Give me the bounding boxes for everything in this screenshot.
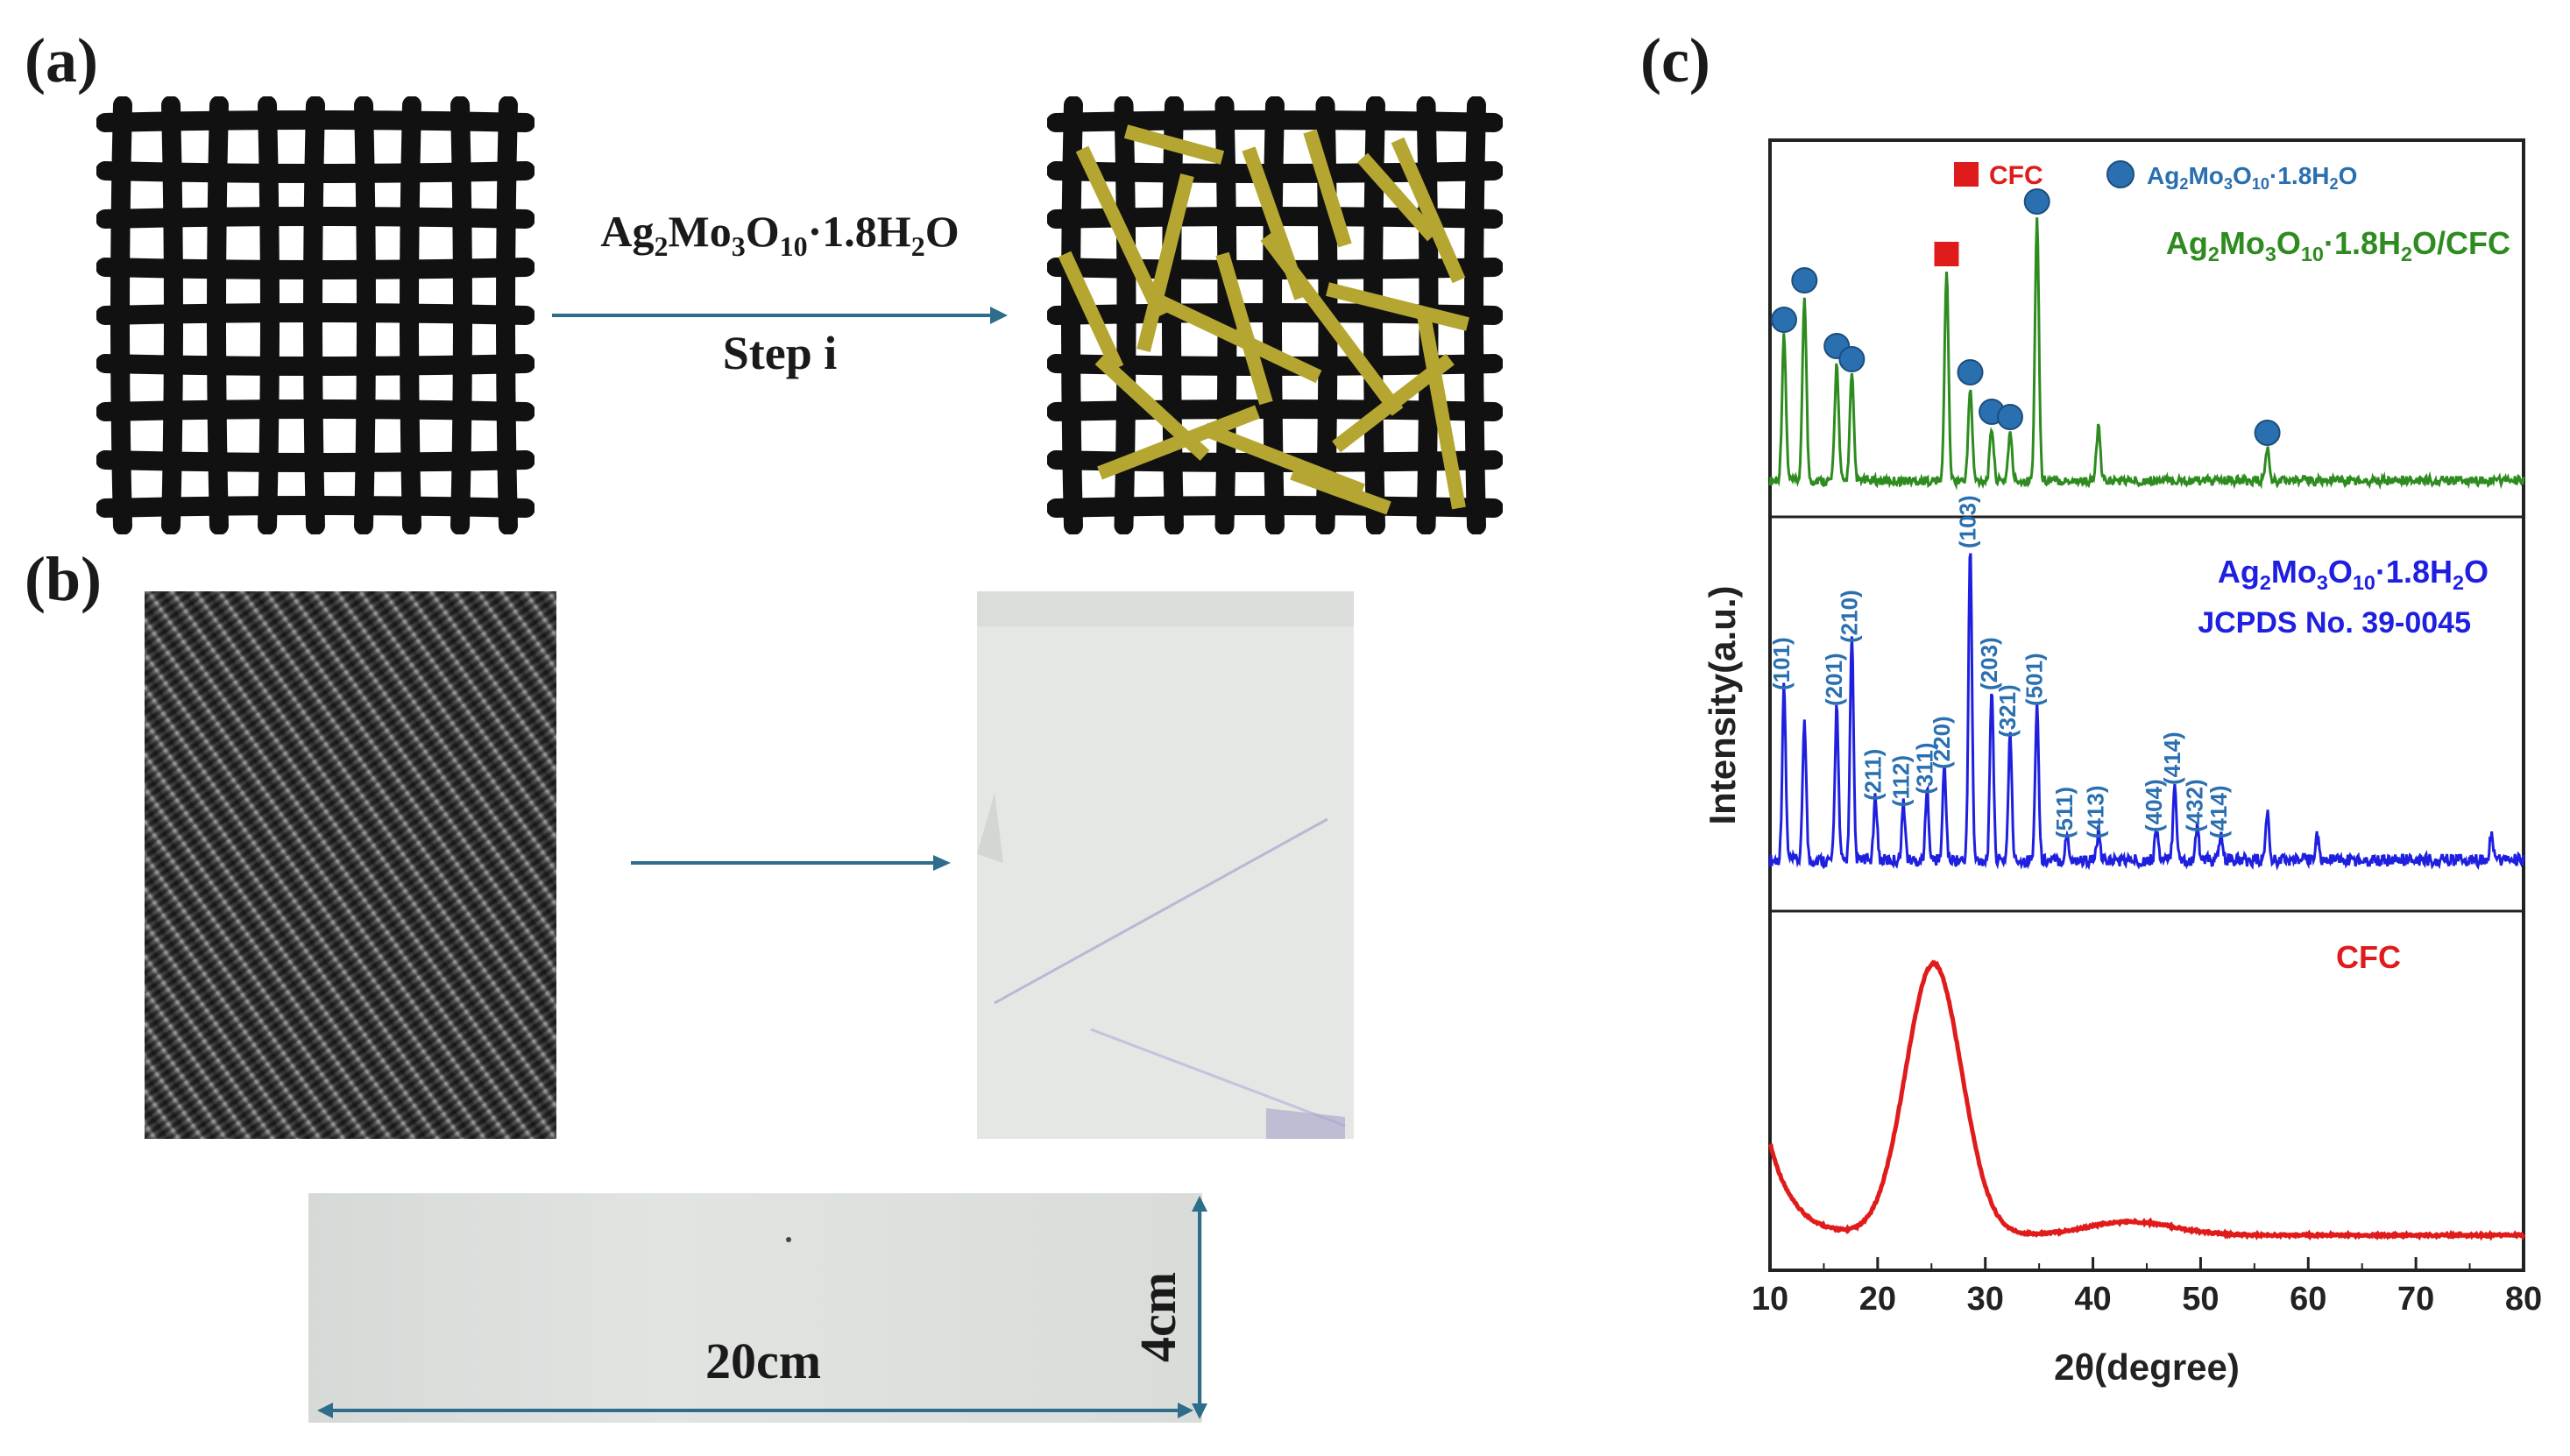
dimension-arrow-width: [317, 1403, 1193, 1418]
middle-series-label-2: JCPDS No. 39-0045: [2198, 606, 2471, 640]
bottom-series-label: CFC: [2336, 939, 2401, 975]
peak-index-label: (414): [2205, 785, 2232, 838]
y-axis-label: Intensity(a.u.): [1702, 585, 1743, 824]
carbon-fiber-cloth-photo: [145, 591, 556, 1139]
nanorod: [1326, 282, 1469, 331]
nanorod: [1260, 232, 1404, 416]
x-tick-label: 10: [1752, 1281, 1788, 1318]
dimension-arrow-height: [1192, 1196, 1207, 1419]
height-label: 4cm: [1129, 1271, 1187, 1363]
peak-index-label: (311): [1911, 743, 1937, 795]
legend-cfc-swatch: [1954, 162, 1979, 187]
synthesis-arrow: [552, 298, 1008, 333]
photo-arrow: [631, 855, 951, 871]
x-tick-label: 40: [2074, 1281, 2111, 1318]
coated-cloth-grid-icon: [1047, 96, 1503, 534]
plot-frame: [1768, 138, 2525, 1272]
large-sample-photo: [308, 1193, 1202, 1423]
x-tick-label: 20: [1859, 1281, 1896, 1318]
agmo-peak-marker: [1791, 267, 1818, 293]
nanorod: [1290, 466, 1391, 515]
peak-index-label: (413): [2083, 785, 2109, 838]
peak-index-label: (511): [2051, 787, 2078, 838]
peak-index-label: (404): [2141, 779, 2167, 832]
series-composite-line: [1768, 217, 2525, 491]
nanorod: [1391, 137, 1466, 284]
cfc-peak-marker: [1934, 242, 1959, 266]
peak-index-label: (414): [2159, 732, 2185, 785]
peak-index-label: (321): [1994, 684, 2021, 738]
nanorod: [1303, 129, 1352, 248]
x-axis-label: 2θ(degree): [2054, 1346, 2240, 1388]
agmo-peak-marker: [1838, 346, 1866, 372]
x-tick-label: 50: [2182, 1281, 2219, 1318]
x-tick-label: 80: [2505, 1281, 2542, 1318]
nanorod: [1075, 145, 1168, 319]
carbon-cloth-grid-icon: [96, 96, 535, 534]
panel-c-letter: (c): [1640, 25, 1710, 95]
peak-index-label: (203): [1976, 637, 2002, 690]
legend-cfc-label: CFC: [1989, 161, 2043, 190]
coated-cloth-photo: [977, 591, 1354, 1139]
nanorod: [1058, 251, 1124, 371]
agmo-peak-marker: [1770, 307, 1797, 333]
series-cfc-line: [1767, 959, 2526, 1241]
nanorod: [1202, 422, 1365, 498]
agmo-peak-marker: [2023, 188, 2050, 215]
peak-index-label: (211): [1859, 749, 1886, 801]
arrow-label-formula: Ag2Mo3O10·1.8H2O: [600, 207, 959, 262]
nanorod: [1123, 124, 1225, 165]
nanorod: [1357, 152, 1438, 242]
xrd-chart: 10 20 30 40 50 60 70 80 (101) (201) (210) (211) (11…: [1702, 138, 2542, 1388]
peak-index-label: (101): [1768, 637, 1795, 690]
legend-agmo-label: Ag2Mo3O10·1.8H2O: [2147, 162, 2357, 193]
x-tick-label: 60: [2290, 1281, 2326, 1318]
grid-fiber-horizontal: [96, 496, 535, 518]
peak-index-label: (103): [1955, 495, 1981, 548]
peak-index-label: (220): [1929, 716, 1955, 769]
grid-fiber-vertical: [496, 96, 518, 534]
peak-index-label: (432): [2182, 779, 2208, 832]
top-series-label: Ag2Mo3O10·1.8H2O/CFC: [2166, 225, 2510, 265]
width-label: 20cm: [705, 1332, 822, 1389]
nanorod: [1149, 291, 1322, 384]
panel-a-letter: (a): [25, 25, 98, 95]
peak-index-label: (201): [1821, 653, 1847, 706]
nanorod: [1215, 251, 1273, 406]
x-tick-label: 30: [1967, 1281, 2004, 1318]
peak-index-label: (112): [1887, 755, 1914, 807]
step-label: Step i: [722, 327, 838, 379]
nanorod: [1417, 314, 1466, 510]
series-reference-line: [1768, 553, 2525, 871]
grid-fiber-vertical: [1464, 96, 1486, 534]
middle-series-label: Ag2Mo3O10·1.8H2O: [2218, 554, 2489, 594]
panel-b-letter: (b): [25, 544, 102, 614]
agmo-peak-marker: [1957, 359, 1984, 385]
peak-index-label: (501): [2021, 653, 2048, 706]
nanorod: [1097, 405, 1260, 480]
agmo-peak-marker: [1996, 404, 2023, 430]
grid-fiber-horizontal: [96, 450, 535, 472]
grid-fiber-horizontal: [1047, 496, 1503, 518]
x-tick-label: 70: [2397, 1281, 2434, 1318]
nanorod: [1136, 173, 1194, 352]
agmo-peak-marker: [2254, 420, 2281, 446]
legend-agmo-swatch: [2106, 160, 2135, 188]
peak-index-label: (210): [1836, 590, 1862, 643]
